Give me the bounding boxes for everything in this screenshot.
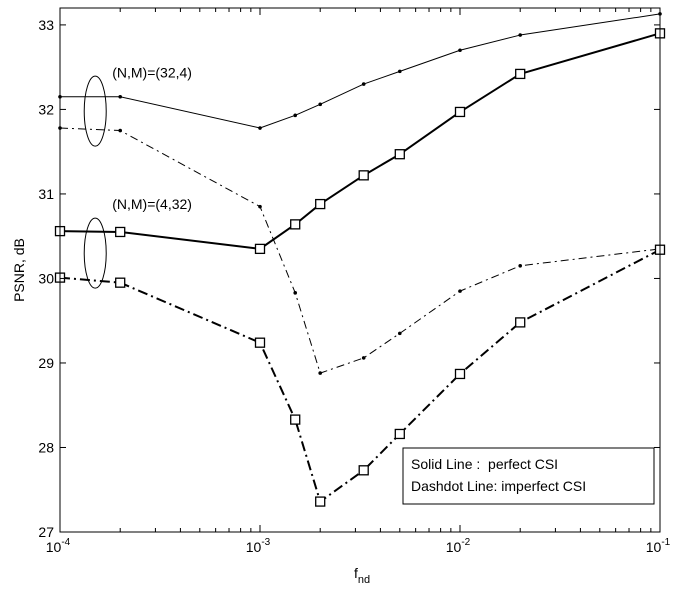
series-1-point bbox=[397, 69, 402, 74]
series-4-point bbox=[254, 337, 266, 348]
x-tick-base: 10 bbox=[46, 539, 62, 555]
series-3 bbox=[54, 28, 666, 255]
series-4-point bbox=[115, 277, 126, 288]
series-4-point bbox=[290, 414, 301, 425]
series-3-point bbox=[394, 149, 405, 160]
series-3-line bbox=[59, 32, 661, 250]
x-axis-label-subscript: nd bbox=[358, 574, 370, 586]
x-tick-exponent: -3 bbox=[261, 537, 270, 548]
series-1-point bbox=[118, 94, 123, 99]
x-tick-label: 10-4 bbox=[46, 537, 71, 555]
series-4-line bbox=[59, 248, 661, 503]
series-3-point bbox=[315, 198, 326, 210]
series-2-point bbox=[258, 204, 262, 209]
series-1 bbox=[58, 12, 662, 130]
series-3-point bbox=[254, 243, 266, 255]
plot-frame bbox=[59, 7, 661, 533]
y-tick-label: 27 bbox=[38, 524, 54, 540]
legend-entry: Dashdot Line: imperfect CSI bbox=[411, 478, 586, 494]
x-tick-exponent: -2 bbox=[461, 537, 470, 548]
series-1-point bbox=[458, 48, 462, 53]
series-layer bbox=[54, 12, 666, 507]
y-tick-label: 30 bbox=[38, 270, 54, 286]
series-2-point bbox=[118, 128, 123, 133]
x-tick-label: 10-1 bbox=[646, 537, 671, 555]
series-1-point bbox=[258, 126, 262, 130]
y-tick-label: 28 bbox=[38, 439, 54, 455]
series-4-point bbox=[315, 496, 326, 507]
y-tick-label: 31 bbox=[38, 186, 54, 202]
annotations-layer: (N,M)=(32,4) (N,M)=(4,32) bbox=[83, 64, 192, 289]
annotation-label-1: (N,M)=(32,4) bbox=[112, 64, 192, 80]
y-tick-label: 32 bbox=[38, 101, 54, 117]
series-3-point bbox=[358, 170, 369, 181]
series-4-point bbox=[394, 428, 405, 440]
series-3-point bbox=[115, 226, 126, 238]
series-4-point bbox=[358, 465, 369, 476]
y-axis-label: PSNR, dB bbox=[11, 238, 27, 302]
series-1-point bbox=[361, 82, 366, 86]
x-tick-label: 10-3 bbox=[246, 537, 271, 555]
series-1-point bbox=[518, 33, 523, 37]
annotation-ellipse-2 bbox=[83, 217, 107, 289]
legend: Solid Line : perfect CSI Dashdot Line: im… bbox=[402, 447, 655, 505]
series-2-point bbox=[293, 291, 298, 295]
series-3-point bbox=[290, 219, 301, 230]
x-axis-label-main: f bbox=[354, 565, 358, 581]
series-3-point bbox=[454, 106, 466, 118]
series-4-point bbox=[454, 368, 466, 380]
annotation-ellipse-1 bbox=[83, 75, 107, 147]
legend-box bbox=[402, 447, 655, 505]
x-tick-label: 10-2 bbox=[446, 537, 471, 555]
series-2-point bbox=[458, 289, 462, 293]
series-2 bbox=[58, 126, 662, 375]
series-2-point bbox=[518, 263, 523, 268]
y-tick-label: 33 bbox=[38, 17, 54, 33]
series-2-point bbox=[318, 371, 323, 375]
series-1-point bbox=[293, 113, 298, 118]
annotation-label-2: (N,M)=(4,32) bbox=[112, 196, 192, 212]
y-tick-label: 29 bbox=[38, 355, 54, 371]
series-2-line bbox=[59, 127, 661, 374]
series-2-point bbox=[397, 331, 402, 336]
series-1-line bbox=[60, 13, 661, 129]
x-tick-base: 10 bbox=[446, 539, 462, 555]
x-tick-exponent: -4 bbox=[61, 537, 70, 548]
x-tick-base: 10 bbox=[246, 539, 262, 555]
series-3-point bbox=[515, 68, 526, 80]
series-4-point bbox=[515, 317, 526, 328]
x-tick-base: 10 bbox=[646, 539, 662, 555]
series-1-point bbox=[318, 102, 323, 107]
x-axis-label: fnd bbox=[354, 565, 370, 586]
legend-entry: Solid Line : perfect CSI bbox=[411, 456, 558, 472]
series-2-point bbox=[361, 356, 366, 360]
x-tick-exponent: -1 bbox=[661, 537, 670, 548]
